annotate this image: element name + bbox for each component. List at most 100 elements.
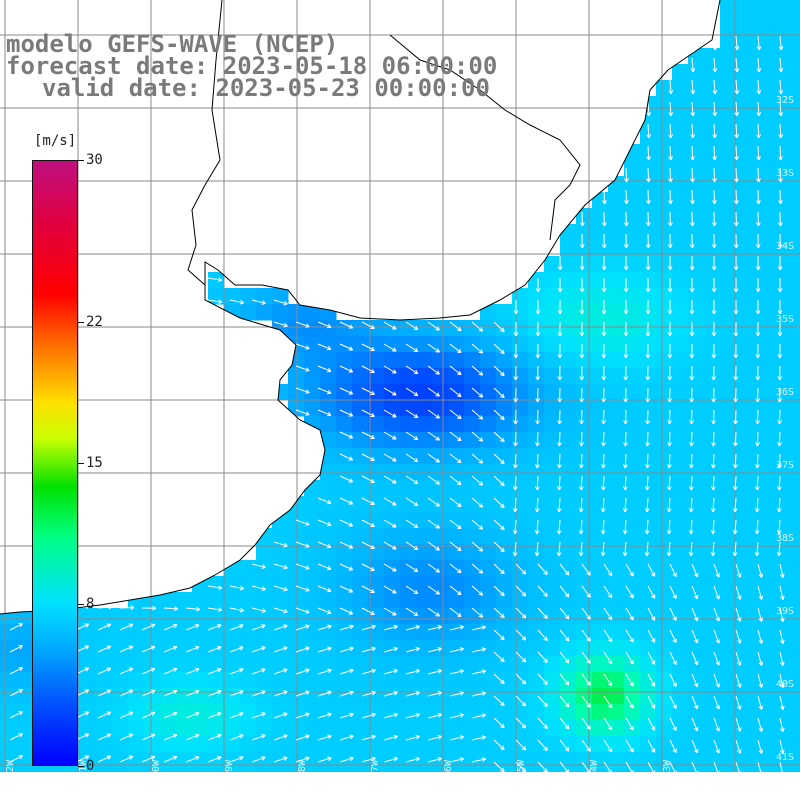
wind-arrow bbox=[559, 673, 570, 686]
wind-arrow bbox=[623, 300, 629, 315]
wind-speed-cell bbox=[752, 0, 769, 17]
wind-speed-cell bbox=[384, 496, 401, 513]
wind-arrow bbox=[713, 761, 720, 776]
wind-speed-cell bbox=[112, 656, 129, 673]
wind-speed-cell bbox=[496, 592, 513, 609]
wind-speed-cell bbox=[736, 384, 753, 401]
wind-arrow bbox=[713, 717, 720, 732]
wind-arrow bbox=[512, 519, 518, 535]
wind-speed-cell bbox=[432, 528, 449, 545]
wind-speed-cell bbox=[608, 624, 625, 641]
wind-speed-cell bbox=[352, 336, 369, 353]
wind-arrow bbox=[779, 695, 785, 711]
wind-arrow bbox=[339, 387, 354, 395]
wind-speed-cell bbox=[592, 560, 609, 577]
wind-speed-cell bbox=[416, 432, 433, 449]
wind-speed-cell bbox=[544, 672, 561, 689]
wind-speed-cell bbox=[384, 480, 401, 497]
wind-arrow bbox=[535, 365, 541, 381]
wind-arrow bbox=[579, 387, 585, 403]
wind-speed-cell bbox=[320, 464, 337, 481]
wind-speed-cell bbox=[608, 480, 625, 497]
wind-speed-cell bbox=[544, 496, 561, 513]
wind-speed-cell bbox=[544, 400, 561, 417]
wind-arrow bbox=[644, 519, 650, 535]
wind-arrow bbox=[383, 624, 398, 631]
wind-arrow bbox=[273, 299, 288, 306]
wind-speed-cell bbox=[16, 752, 33, 769]
wind-arrow bbox=[471, 519, 484, 530]
wind-speed-cell bbox=[768, 416, 785, 433]
wind-speed-cell bbox=[448, 464, 465, 481]
wind-speed-cell bbox=[192, 640, 209, 657]
wind-speed-cell bbox=[608, 736, 625, 753]
wind-speed-cell bbox=[752, 320, 769, 337]
wind-arrow bbox=[755, 233, 761, 249]
wind-arrow bbox=[779, 629, 785, 645]
wind-speed-cell bbox=[128, 672, 145, 689]
wind-speed-cell bbox=[720, 192, 737, 209]
wind-arrow bbox=[471, 453, 484, 464]
wind-arrow bbox=[207, 623, 222, 631]
wind-arrow bbox=[251, 607, 266, 613]
wind-arrow bbox=[449, 691, 464, 697]
coastline-path bbox=[0, 0, 721, 615]
wind-speed-cell bbox=[240, 624, 257, 641]
wind-arrow bbox=[207, 755, 222, 763]
wind-arrow bbox=[493, 629, 505, 641]
wind-speed-cell bbox=[432, 512, 449, 529]
wind-speed-cell bbox=[720, 32, 737, 49]
wind-speed-cell bbox=[464, 352, 481, 369]
wind-speed-cell bbox=[608, 544, 625, 561]
wind-speed-cell bbox=[336, 672, 353, 689]
wind-arrow bbox=[668, 189, 673, 205]
wind-arrow bbox=[471, 497, 484, 508]
wind-arrow bbox=[537, 673, 548, 685]
wind-speed-cell bbox=[528, 656, 545, 673]
wind-speed-cell bbox=[352, 560, 369, 577]
wind-speed-cell bbox=[368, 480, 385, 497]
wind-arrow bbox=[361, 756, 376, 763]
wind-arrow bbox=[712, 79, 718, 95]
colorbar-tick-label: 30 bbox=[86, 152, 103, 168]
wind-arrow bbox=[405, 497, 419, 507]
wind-arrow bbox=[383, 409, 397, 418]
wind-speed-cell bbox=[624, 240, 641, 257]
wind-arrow bbox=[667, 321, 673, 337]
wind-arrow bbox=[710, 541, 716, 557]
wind-speed-cell bbox=[784, 688, 800, 705]
wind-speed-cell bbox=[400, 544, 417, 561]
wind-speed-cell bbox=[624, 320, 641, 337]
wind-speed-cell bbox=[704, 352, 721, 369]
wind-speed-cell bbox=[272, 544, 289, 561]
wind-arrow bbox=[735, 673, 742, 688]
wind-speed-cell bbox=[0, 720, 17, 737]
wind-arrow bbox=[493, 475, 505, 487]
wind-speed-cell bbox=[144, 672, 161, 689]
wind-speed-cell bbox=[704, 384, 721, 401]
wind-speed-cell bbox=[256, 608, 273, 625]
wind-arrow bbox=[295, 712, 310, 719]
wind-speed-cell bbox=[464, 592, 481, 609]
wind-speed-cell bbox=[720, 400, 737, 417]
wind-arrow bbox=[449, 647, 464, 653]
wind-arrow bbox=[535, 277, 541, 293]
wind-speed-cell bbox=[528, 592, 545, 609]
wind-speed-cell bbox=[736, 688, 753, 705]
wind-arrow bbox=[361, 712, 376, 719]
wind-speed-cell bbox=[368, 560, 385, 577]
wind-arrow bbox=[339, 690, 354, 697]
longitude-label: 53W bbox=[662, 759, 673, 778]
wind-speed-cell bbox=[768, 16, 785, 33]
wind-speed-cell bbox=[544, 432, 561, 449]
wind-arrow bbox=[779, 717, 785, 733]
wind-speed-cell bbox=[272, 720, 289, 737]
wind-speed-cell bbox=[576, 368, 593, 385]
wind-speed-cell bbox=[112, 640, 129, 657]
wind-speed-cell bbox=[576, 496, 593, 513]
wind-arrow bbox=[691, 717, 699, 732]
wind-speed-cell bbox=[736, 272, 753, 289]
wind-speed-cell bbox=[336, 592, 353, 609]
wind-speed-cell bbox=[720, 640, 737, 657]
wind-speed-cell bbox=[464, 496, 481, 513]
